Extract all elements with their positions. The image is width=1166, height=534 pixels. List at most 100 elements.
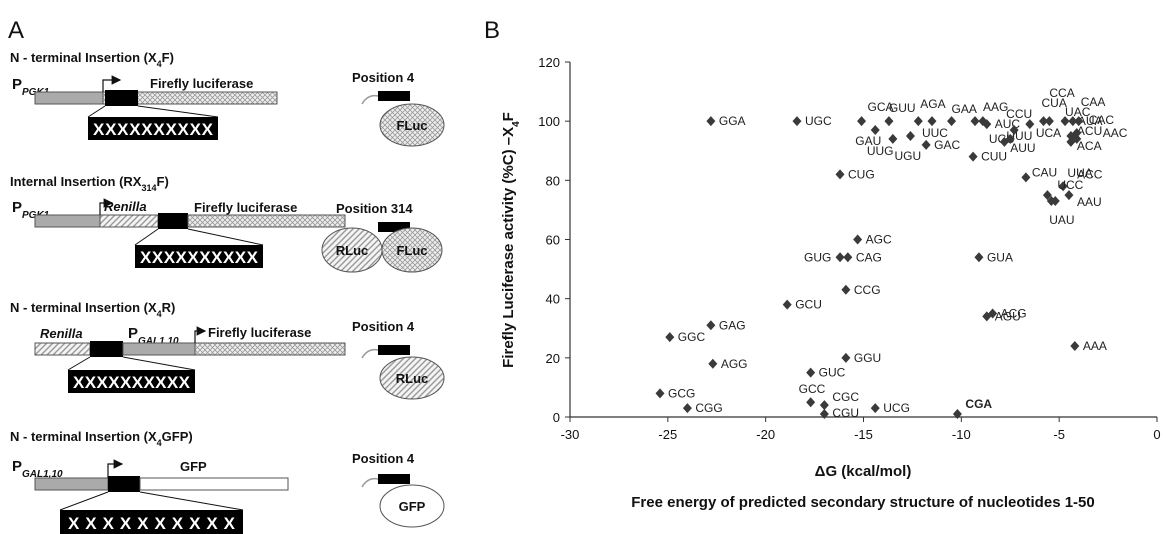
point-label: GGC: [678, 330, 706, 344]
point-label: GCG: [668, 386, 695, 400]
point-label: ACU: [1077, 124, 1102, 138]
position-label: Position 4: [352, 319, 415, 334]
point: [927, 116, 937, 127]
point-label: GUU: [889, 101, 916, 115]
point: [952, 409, 962, 420]
point-label: AAG: [983, 100, 1008, 114]
position-label: Position 4: [352, 70, 415, 85]
point: [792, 116, 802, 127]
point: [1044, 116, 1054, 127]
point: [1074, 116, 1084, 127]
reporter-label: Firefly luciferase: [194, 200, 297, 215]
point: [706, 116, 716, 127]
point: [978, 116, 988, 127]
point-label: ACA: [1077, 139, 1102, 153]
point: [1021, 172, 1031, 183]
construct-title: N - terminal Insertion (X4F): [10, 50, 174, 69]
point-label: CAG: [856, 250, 882, 264]
point-label: CUU: [981, 150, 1007, 164]
construct: N - terminal Insertion (X4F) PPGK1 Firef…: [10, 50, 445, 147]
point-label: CAA: [1081, 95, 1106, 109]
point-label: UCU: [989, 132, 1015, 146]
scatter-chart: Firefly Luciferase activity (%C) –X4F ΔG…: [500, 55, 1161, 511]
position-label: Position 4: [352, 451, 415, 466]
point-label: AGU: [995, 309, 1021, 323]
point-label: GGU: [854, 351, 881, 365]
renilla-label: Renilla: [104, 199, 147, 214]
point-label: UUC: [922, 126, 948, 140]
point-label: GAA: [952, 102, 977, 116]
point: [1068, 116, 1078, 127]
point: [921, 139, 931, 150]
protein-label: FLuc: [396, 118, 427, 133]
point: [853, 234, 863, 245]
point-label: UAU: [1049, 213, 1074, 227]
point: [706, 320, 716, 331]
point-label: AGC: [866, 233, 892, 247]
promoter-label: PGAL1,10: [128, 325, 179, 347]
point: [1064, 190, 1074, 201]
point: [782, 299, 792, 310]
promoter-label: PGAL1,10: [12, 458, 63, 480]
point-label: AAA: [1083, 339, 1107, 353]
point-label: GGA: [719, 114, 746, 128]
point: [1072, 128, 1082, 138]
point-label: GUC: [819, 366, 846, 380]
panel-label: A: [8, 17, 24, 44]
protein-label: FLuc: [396, 243, 427, 258]
protein-label: RLuc: [336, 243, 369, 258]
point: [1039, 116, 1049, 127]
point: [655, 388, 665, 399]
reporter-label: Firefly luciferase: [208, 325, 311, 340]
point-label: CGC: [832, 390, 859, 404]
point: [819, 409, 829, 420]
panel-label: B: [484, 17, 500, 44]
construct-title: Internal Insertion (RX314F): [10, 174, 169, 193]
point: [1009, 125, 1019, 136]
point: [913, 116, 923, 127]
construct: N - terminal Insertion (X4GFP) PGAL1,10 …: [10, 429, 445, 534]
point-label: UCA: [1036, 126, 1061, 140]
construct: N - terminal Insertion (X4R) Renilla PGA…: [10, 300, 445, 400]
point-label: GCU: [795, 298, 822, 312]
renilla-label: Renilla: [40, 326, 83, 341]
point: [970, 116, 980, 127]
point-label: UCC: [1057, 178, 1083, 192]
y-tick-label: 80: [546, 173, 560, 188]
x-tick-label: -15: [854, 427, 873, 442]
construct: Internal Insertion (RX314F) PPGK1 Renill…: [10, 174, 443, 273]
x-tick-label: 0: [1153, 427, 1160, 442]
point-label: UGU: [894, 149, 921, 163]
point: [806, 367, 816, 378]
point-label: CUA: [1042, 96, 1067, 110]
point: [665, 332, 675, 343]
point: [819, 400, 829, 411]
point-label: CGU: [832, 406, 859, 420]
point-label: GCA: [868, 100, 894, 114]
point-label: CCA: [1049, 86, 1074, 100]
point: [835, 169, 845, 180]
point: [982, 311, 992, 322]
y-tick-label: 40: [546, 292, 560, 307]
point: [1050, 196, 1060, 207]
point: [888, 133, 898, 144]
construct-title: N - terminal Insertion (X4GFP): [10, 429, 193, 448]
point: [1058, 181, 1068, 192]
point: [708, 358, 718, 369]
y-tick-label: 60: [546, 233, 560, 248]
y-tick-label: 0: [553, 410, 560, 425]
point: [968, 151, 978, 162]
y-tick-label: 20: [546, 351, 560, 366]
point: [857, 116, 867, 127]
point-label: AUU: [1010, 141, 1035, 155]
point-label: CGG: [695, 401, 722, 415]
point-label: GUA: [987, 250, 1013, 264]
point-label: GAU: [855, 134, 881, 148]
point: [806, 397, 816, 408]
x-tick-label: -10: [952, 427, 971, 442]
x-tick-label: -5: [1053, 427, 1065, 442]
point: [1025, 119, 1035, 130]
point-label: AAC: [1103, 126, 1128, 140]
point-label: AGA: [920, 97, 945, 111]
point-label: UAC: [1065, 105, 1091, 119]
